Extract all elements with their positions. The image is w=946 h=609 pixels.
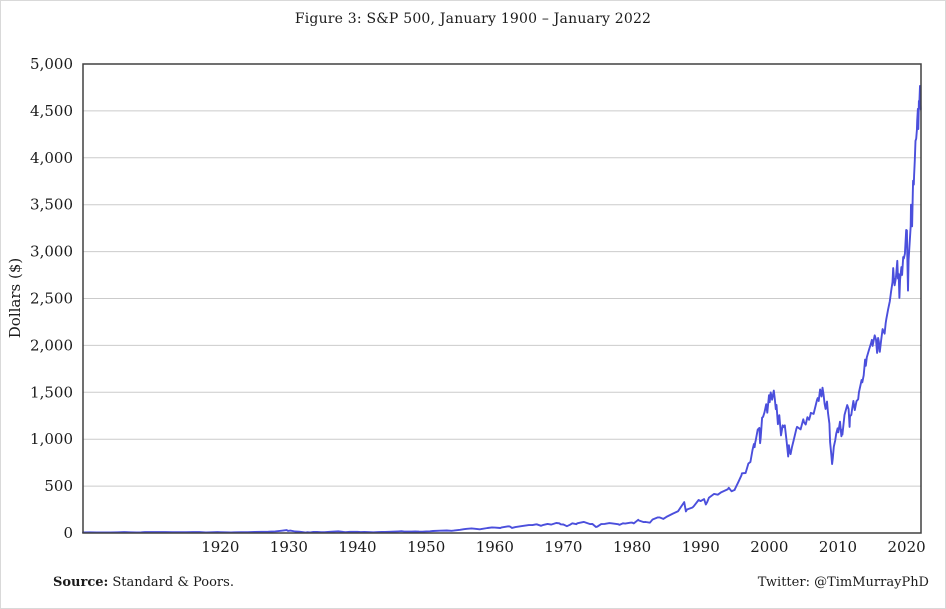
x-tick-label: 2000 [750,538,788,556]
x-tick-label: 2020 [888,538,926,556]
y-tick-label: 0 [63,524,73,542]
y-tick-label: 2,500 [30,290,73,308]
x-tick-label: 1970 [544,538,582,556]
x-tick-label: 1960 [476,538,514,556]
y-tick-label: 2,000 [30,336,73,354]
source-text: Standard & Poors. [112,575,234,590]
x-tick-label: 1940 [338,538,376,556]
y-tick-label: 1,000 [30,430,73,448]
x-tick-label: 1980 [613,538,651,556]
y-tick-label: 3,000 [30,243,73,261]
plot-frame [82,63,922,534]
twitter-handle: Twitter: @TimMurrayPhD [757,575,929,590]
x-tick-label: 2010 [819,538,857,556]
y-tick-label: 500 [44,477,73,495]
y-tick-label: 3,500 [30,196,73,214]
y-tick-label: 4,000 [30,149,73,167]
x-tick-label: 1950 [407,538,445,556]
y-tick-label: 5,000 [30,55,73,73]
source-label: Source: [53,575,109,590]
source-note: Source: Standard & Poors. [53,575,234,590]
x-tick-label: 1930 [270,538,308,556]
x-tick-label: 1920 [201,538,239,556]
y-tick-label: 1,500 [30,383,73,401]
chart-title: Figure 3: S&P 500, January 1900 – Januar… [294,11,652,27]
x-tick-label: 1990 [682,538,720,556]
sp500-series-line [82,84,922,534]
y-tick-label: 4,500 [30,102,73,120]
